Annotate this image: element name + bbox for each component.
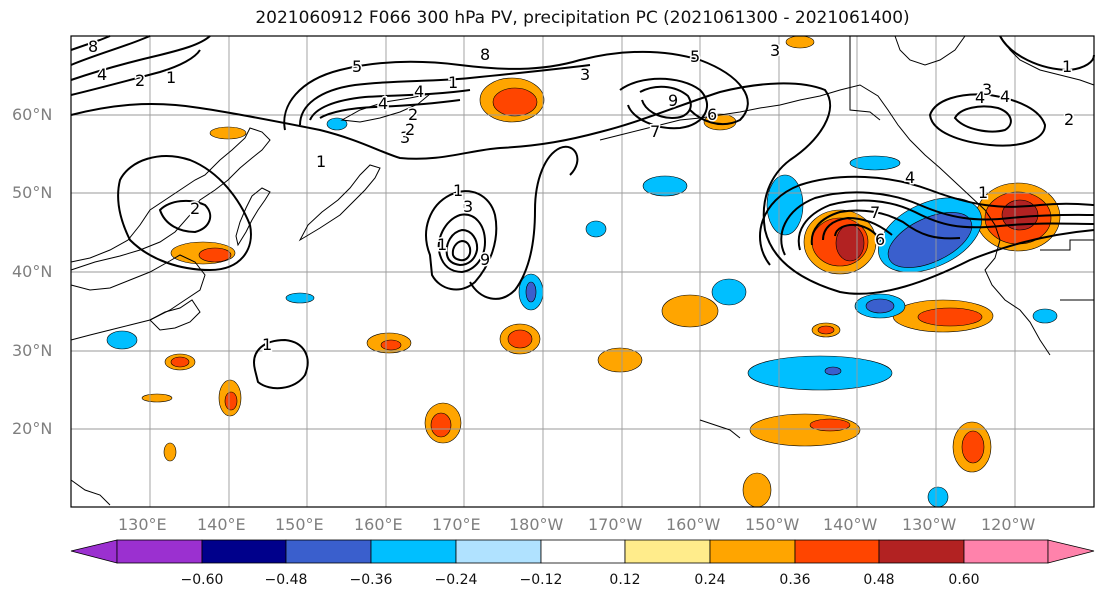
colorbar-segment xyxy=(540,539,626,564)
colorbar-tick-label: 0.36 xyxy=(779,572,811,588)
lon-label: 150°E xyxy=(275,515,324,534)
contour-label: 3 xyxy=(580,65,590,84)
contour-label: 3 xyxy=(982,80,992,99)
contour-label: 2 xyxy=(1064,110,1074,129)
colorbar-tick-label: 0.12 xyxy=(609,572,641,588)
contour-label: 1 xyxy=(1062,57,1072,76)
contour-label: 8 xyxy=(480,45,490,64)
contour-label: 1 xyxy=(978,183,988,202)
colorbar-segment xyxy=(70,539,118,564)
lon-label: 160°W xyxy=(666,515,721,534)
contour-label: 1 xyxy=(316,152,326,171)
colorbar-tick-label: 0.48 xyxy=(863,572,895,588)
contour-label: 3 xyxy=(770,41,780,60)
colorbar-segment xyxy=(201,539,287,564)
contour-label: 6 xyxy=(875,230,885,249)
contour-label: 1 xyxy=(166,68,176,87)
colorbar-segment xyxy=(285,539,372,564)
contour-label: 1 xyxy=(448,73,458,92)
colorbar-segment xyxy=(794,539,880,564)
lon-label: 150°W xyxy=(745,515,800,534)
colorbar-segment xyxy=(455,539,542,564)
pv-contours xyxy=(70,35,1095,390)
map-border xyxy=(70,35,1095,508)
lon-label: 140°E xyxy=(197,515,246,534)
lat-label: 30°N xyxy=(12,341,53,360)
contour-label: 7 xyxy=(650,122,660,141)
contour-label: 2 xyxy=(408,105,418,124)
lon-label: 130°W xyxy=(902,515,957,534)
map-background xyxy=(71,36,1094,507)
contour-label: 8 xyxy=(88,37,98,56)
contour-label: 9 xyxy=(480,250,490,269)
colorbar-tick-label: 0.24 xyxy=(694,572,726,588)
lon-label: 170°E xyxy=(432,515,481,534)
contour-label: 4 xyxy=(1000,87,1010,106)
contour-label: 4 xyxy=(378,94,388,113)
contour-label: 1 xyxy=(437,235,447,254)
colorbar-segment xyxy=(963,539,1049,564)
colorbar-segment xyxy=(624,539,711,564)
colorbar-tick-label: −0.24 xyxy=(434,572,478,588)
contour-label: 2 xyxy=(405,120,415,139)
lon-label: 180°W xyxy=(509,515,564,534)
contour-label: 3 xyxy=(400,128,410,147)
contour-label: 1 xyxy=(453,181,463,200)
colorbar xyxy=(70,539,1095,564)
contour-labels: 8 2 1 4 8 5 4 1 2 3 4 5 6 9 7 1 3 3 4 1 … xyxy=(87,36,1076,356)
lon-label: 140°W xyxy=(823,515,878,534)
coastlines xyxy=(70,35,1095,506)
contour-label: 9 xyxy=(668,91,678,110)
colorbar-segment xyxy=(709,539,796,564)
lat-label: 20°N xyxy=(12,419,53,438)
contour-label: 5 xyxy=(352,57,362,76)
colorbar-tick-label: −0.36 xyxy=(349,572,393,588)
colorbar-tick-label: 0.60 xyxy=(948,572,980,588)
colorbar-segment xyxy=(878,539,965,564)
contour-label: 7 xyxy=(870,203,880,222)
contour-label: 2 xyxy=(190,199,200,218)
contour-label: 4 xyxy=(97,65,107,84)
colorbar-tick-label: −0.12 xyxy=(519,572,563,588)
colorbar-tick-label: −0.48 xyxy=(264,572,308,588)
precipitation-shading-negative xyxy=(106,117,1058,508)
contour-label: 3 xyxy=(463,197,473,216)
contour-label: 4 xyxy=(975,88,985,107)
lat-label: 40°N xyxy=(12,262,53,281)
colorbar-segment xyxy=(370,539,457,564)
lon-label: 120°W xyxy=(981,515,1036,534)
contour-label: 5 xyxy=(690,47,700,66)
lon-label: 160°E xyxy=(354,515,403,534)
contour-label: 1 xyxy=(262,335,272,354)
lon-label: 170°W xyxy=(588,515,643,534)
colorbar-segment xyxy=(116,539,203,564)
gridlines xyxy=(71,36,1094,507)
contour-label: 4 xyxy=(905,168,915,187)
colorbar-tick-label: −0.60 xyxy=(180,572,224,588)
contour-label: 4 xyxy=(414,82,424,101)
lat-label: 60°N xyxy=(12,105,53,124)
lon-label: 130°E xyxy=(118,515,167,534)
colorbar-segment xyxy=(1047,539,1095,564)
contour-label: 2 xyxy=(135,71,145,90)
lat-label: 50°N xyxy=(12,183,53,202)
map-title: 2021060912 F066 300 hPa PV, precipitatio… xyxy=(255,8,910,28)
contour-label: 6 xyxy=(707,105,717,124)
